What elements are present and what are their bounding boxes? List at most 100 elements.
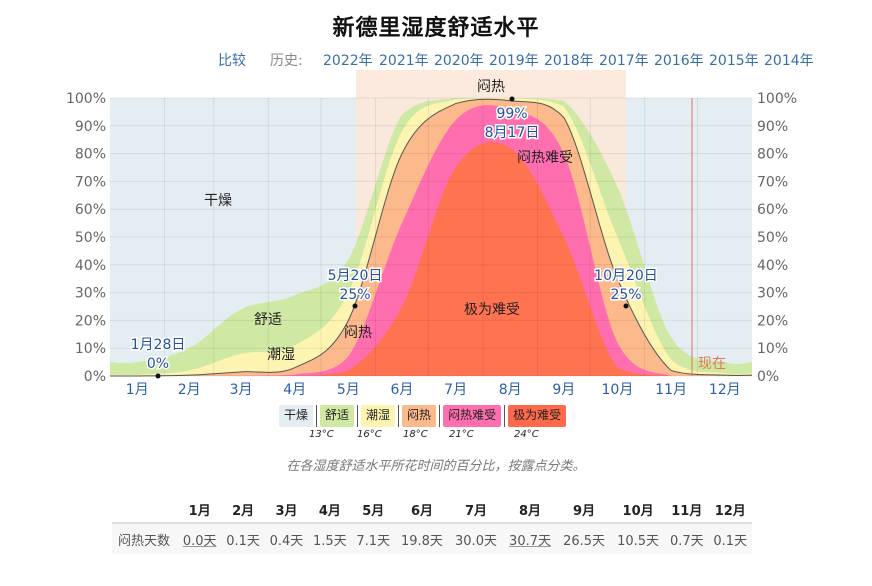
table-header-blank bbox=[112, 496, 178, 524]
label-dry: 干燥 bbox=[204, 193, 232, 209]
x-axis: 1月 2月 3月 4月 5月 6月 7月 8月 9月 10月 11月 12月 bbox=[126, 382, 741, 398]
table-header: 1月 bbox=[178, 496, 222, 524]
legend-divider bbox=[504, 405, 506, 427]
svg-text:100%: 100% bbox=[757, 91, 797, 107]
may-date: 5月20日 bbox=[328, 268, 383, 284]
threshold-21: 21°C bbox=[449, 429, 474, 440]
svg-text:3月: 3月 bbox=[230, 382, 253, 398]
year-link-2017[interactable]: 2017年 bbox=[599, 53, 649, 69]
legend-divider bbox=[439, 405, 441, 427]
legend-dry: 干燥 bbox=[279, 405, 314, 427]
y-axis-right: 0% 10% 20% 30% 40% 50% 60% 70% 80% 90% 100% bbox=[757, 91, 797, 385]
compare-link[interactable]: 比较 bbox=[218, 53, 246, 69]
svg-text:10%: 10% bbox=[75, 341, 106, 357]
table-header: 4月 bbox=[308, 496, 352, 524]
svg-text:4月: 4月 bbox=[283, 382, 306, 398]
legend-divider bbox=[398, 405, 400, 427]
svg-text:6月: 6月 bbox=[391, 382, 414, 398]
svg-text:60%: 60% bbox=[757, 202, 788, 218]
table-row: 闷热天数 0.0天 0.1天 0.4天 1.5天 7.1天 19.8天 30.0… bbox=[112, 523, 752, 554]
svg-text:90%: 90% bbox=[75, 119, 106, 135]
table-header: 10月 bbox=[611, 496, 666, 524]
year-link-2022[interactable]: 2022年 bbox=[323, 53, 373, 69]
legend-divider bbox=[357, 405, 359, 427]
svg-text:40%: 40% bbox=[75, 258, 106, 274]
table-cell: 0.0天 bbox=[178, 523, 222, 554]
y-axis-left: 0% 10% 20% 30% 40% 50% 60% 70% 80% 90% 100% bbox=[66, 91, 106, 385]
table-cell: 26.5天 bbox=[557, 523, 612, 554]
jan-marker bbox=[155, 373, 161, 379]
svg-text:50%: 50% bbox=[757, 230, 788, 246]
svg-text:9月: 9月 bbox=[552, 382, 575, 398]
aug-marker bbox=[509, 96, 515, 102]
label-oppressive: 闷热难受 bbox=[517, 150, 573, 166]
svg-text:60%: 60% bbox=[75, 202, 106, 218]
may-pct: 25% bbox=[339, 287, 370, 303]
label-highlight-muggy: 闷热 bbox=[477, 79, 505, 95]
legend-oppressive: 闷热难受 bbox=[443, 405, 502, 427]
table-header: 5月 bbox=[351, 496, 395, 524]
table-cell: 0.1天 bbox=[221, 523, 265, 554]
table-cell: 1.5天 bbox=[308, 523, 352, 554]
year-link-2015[interactable]: 2015年 bbox=[709, 53, 759, 69]
aug-pct: 99% bbox=[496, 106, 527, 122]
threshold-13: 13°C bbox=[309, 429, 334, 440]
svg-text:7月: 7月 bbox=[444, 382, 467, 398]
svg-text:80%: 80% bbox=[75, 147, 106, 163]
svg-text:5月: 5月 bbox=[337, 382, 360, 398]
table-header-row: 1月 2月 3月 4月 5月 6月 7月 8月 9月 10月 11月 12月 bbox=[112, 496, 752, 524]
svg-text:100%: 100% bbox=[66, 91, 106, 107]
svg-text:1月: 1月 bbox=[126, 382, 149, 398]
svg-text:90%: 90% bbox=[757, 119, 788, 135]
table-cell: 30.7天 bbox=[503, 523, 558, 554]
svg-text:50%: 50% bbox=[75, 230, 106, 246]
history-nav: 比较 历史: 2022年 2021年 2020年 2019年 2018年 201… bbox=[0, 50, 872, 70]
chart-caption: 在各湿度舒适水平所花时间的百分比，按露点分类。 bbox=[286, 459, 586, 474]
legend: 干燥 舒适 潮湿 闷热 闷热难受 极为难受 bbox=[276, 405, 569, 427]
label-miserable: 极为难受 bbox=[464, 302, 520, 318]
legend-muggy: 闷热 bbox=[402, 405, 437, 427]
svg-text:12月: 12月 bbox=[709, 382, 741, 398]
svg-text:0%: 0% bbox=[84, 369, 106, 385]
label-humid: 潮湿 bbox=[267, 347, 295, 363]
year-link-2021[interactable]: 2021年 bbox=[379, 53, 429, 69]
year-link-2014[interactable]: 2014年 bbox=[764, 53, 814, 69]
legend-humid: 潮湿 bbox=[361, 405, 396, 427]
legend-comfortable: 舒适 bbox=[320, 405, 355, 427]
threshold-18: 18°C bbox=[403, 429, 428, 440]
legend-divider bbox=[316, 405, 318, 427]
year-link-2016[interactable]: 2016年 bbox=[654, 53, 704, 69]
svg-text:10月: 10月 bbox=[602, 382, 634, 398]
threshold-16: 16°C bbox=[357, 429, 382, 440]
table-header: 8月 bbox=[503, 496, 558, 524]
svg-text:20%: 20% bbox=[757, 313, 788, 329]
threshold-24: 24°C bbox=[514, 429, 539, 440]
svg-text:10%: 10% bbox=[757, 341, 788, 357]
oct-pct: 25% bbox=[610, 287, 641, 303]
jan-date: 1月28日 bbox=[131, 337, 186, 353]
svg-text:20%: 20% bbox=[75, 313, 106, 329]
label-muggy: 闷热 bbox=[344, 325, 372, 341]
point-annotations: 1月28日 0% 5月20日 25% 99% 8月17日 10月20日 25% bbox=[129, 105, 659, 374]
year-link-2019[interactable]: 2019年 bbox=[489, 53, 539, 69]
oct-marker bbox=[623, 303, 629, 309]
table-cell: 7.1天 bbox=[351, 523, 395, 554]
table-header: 3月 bbox=[264, 496, 309, 524]
legend-miserable: 极为难受 bbox=[508, 405, 567, 427]
muggy-threshold-line bbox=[110, 98, 753, 377]
svg-text:80%: 80% bbox=[757, 147, 788, 163]
year-link-2020[interactable]: 2020年 bbox=[434, 53, 484, 69]
svg-text:0%: 0% bbox=[757, 369, 779, 385]
muggy-days-table: 1月 2月 3月 4月 5月 6月 7月 8月 9月 10月 11月 12月 闷… bbox=[112, 496, 752, 554]
svg-text:2月: 2月 bbox=[178, 382, 201, 398]
band-极为难受 bbox=[110, 142, 752, 376]
may-marker bbox=[352, 303, 358, 309]
row-label: 闷热天数 bbox=[112, 523, 178, 554]
label-now: 现在 bbox=[698, 356, 726, 372]
gridlines bbox=[110, 97, 752, 377]
table-header: 6月 bbox=[394, 496, 449, 524]
aug-date: 8月17日 bbox=[485, 125, 540, 141]
humidity-comfort-chart[interactable]: 0% 10% 20% 30% 40% 50% 60% 70% 80% 90% 100% 0% 10% 2… bbox=[0, 0, 872, 400]
svg-text:30%: 30% bbox=[757, 286, 788, 302]
year-link-2018[interactable]: 2018年 bbox=[544, 53, 594, 69]
